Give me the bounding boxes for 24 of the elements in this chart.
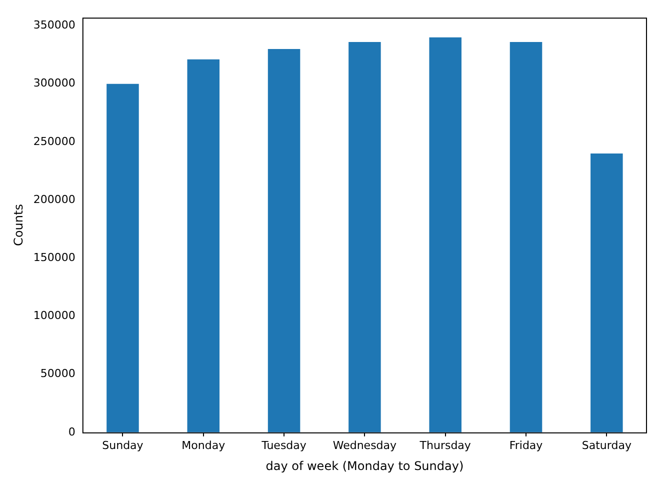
y-tick-label: 200000: [33, 192, 76, 206]
bar: [429, 37, 462, 432]
y-tick-label: 300000: [33, 76, 76, 90]
x-axis-title: day of week (Monday to Sunday): [266, 458, 464, 473]
x-tick-label: Saturday: [582, 438, 632, 452]
x-tick-label: Friday: [509, 438, 544, 452]
x-tick-label: Tuesday: [260, 438, 307, 452]
y-tick-label: 350000: [33, 18, 76, 32]
x-tick-label: Monday: [182, 438, 226, 452]
bar: [348, 42, 381, 432]
bar: [590, 154, 623, 432]
y-tick-label: 50000: [40, 367, 76, 380]
y-tick-label: 100000: [33, 309, 76, 322]
y-tick-label: 150000: [33, 250, 76, 264]
x-tick-label: Thursday: [418, 438, 472, 452]
bar: [268, 48, 300, 432]
y-tick-label: 0: [68, 425, 76, 438]
y-tick-label: 250000: [33, 134, 76, 148]
bar: [187, 59, 220, 432]
y-axis-title: Counts: [11, 204, 26, 246]
bar: [510, 42, 542, 432]
bar: [106, 84, 139, 432]
x-tick-label: Sunday: [102, 438, 144, 452]
x-tick-label: Wednesday: [332, 438, 398, 452]
